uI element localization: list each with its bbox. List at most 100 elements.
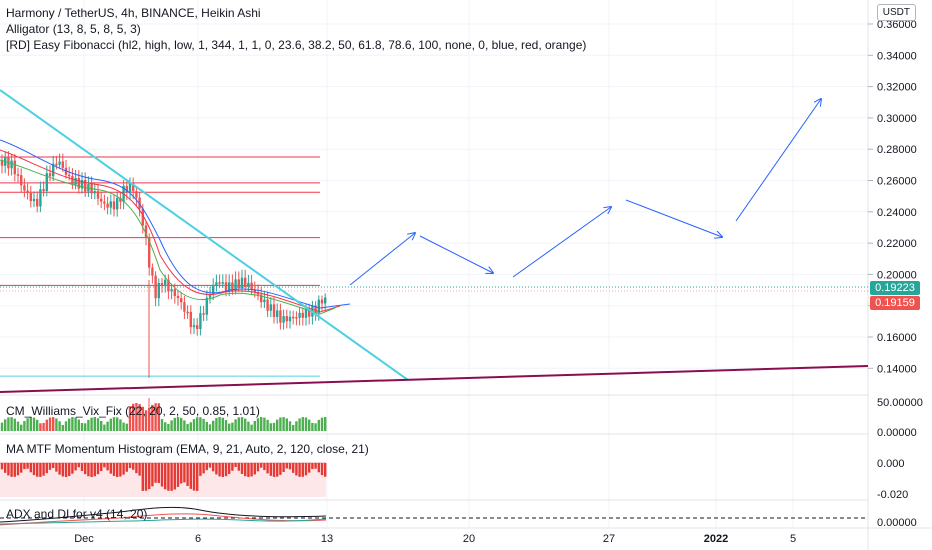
vix-pane: 50.00000 0.00000 — [0, 397, 923, 439]
mtf-bar — [260, 463, 263, 468]
candle-body — [26, 190, 29, 194]
vix-bar — [247, 421, 250, 431]
adx-pane: 0.00000 — [0, 506, 917, 529]
candle-body — [23, 185, 26, 191]
mtf-bar — [263, 463, 266, 471]
vix-bar — [279, 417, 282, 431]
mtf-pane-title[interactable]: MA MTF Momentum Histogram (EMA, 9, 21, A… — [6, 442, 369, 456]
mtf-bar — [71, 463, 74, 474]
candle-body — [250, 282, 253, 290]
adx-tick-label: 0.00000 — [877, 517, 917, 529]
candle-body — [84, 180, 87, 192]
candle-body — [52, 163, 55, 177]
vix-bar — [29, 417, 32, 431]
last-price-badge: 0.19223 — [870, 281, 920, 295]
mtf-bar — [266, 463, 269, 474]
candle-body — [253, 289, 256, 293]
vix-bar — [90, 417, 93, 431]
vix-bar — [32, 417, 36, 431]
candle-body — [167, 279, 170, 292]
vix-bar — [61, 424, 64, 431]
candle-body — [298, 312, 301, 318]
date-tick-label: 20 — [463, 533, 475, 545]
candle-body — [282, 316, 285, 323]
candle-body — [45, 173, 48, 191]
vix-bar — [96, 418, 100, 431]
vix-bar — [311, 422, 314, 431]
candle-body — [48, 173, 52, 177]
candle-body — [170, 289, 173, 292]
vix-bar — [301, 417, 304, 431]
vix-bar — [228, 423, 231, 431]
price-tick-label: 0.24000 — [877, 207, 917, 219]
mtf-bar — [100, 463, 103, 472]
vix-bar — [48, 417, 52, 431]
price-axis: 0.36000 0.34000 0.32000 0.30000 0.28000 0.260… — [868, 19, 917, 375]
vix-bar — [100, 420, 103, 431]
alligator-legend[interactable]: Alligator (13, 8, 5, 8, 5, 3) — [6, 22, 141, 36]
vix-bar — [144, 410, 148, 431]
mtf-bar — [87, 463, 90, 477]
candle-body — [77, 177, 80, 189]
mtf-bar — [39, 463, 42, 477]
vix-bar — [186, 423, 189, 431]
vix-bar — [314, 423, 317, 431]
candle-body — [317, 299, 320, 313]
candle-body — [16, 174, 20, 176]
candle-body — [285, 316, 288, 322]
candle-body — [234, 279, 237, 291]
vix-pane-title[interactable]: CM_Williams_Vix_Fix (22, 20, 2, 50, 0.85… — [6, 404, 260, 418]
date-tick-label: 6 — [195, 533, 201, 545]
candle-body — [199, 313, 202, 329]
candle-body — [173, 289, 176, 296]
vix-bar — [77, 419, 80, 431]
candle-body — [218, 282, 221, 284]
candle-body — [295, 317, 298, 319]
candle-body — [119, 197, 122, 202]
vix-bar — [160, 419, 164, 431]
candle-body — [269, 304, 272, 311]
mtf-bar — [23, 463, 26, 470]
mtf-bar — [141, 463, 144, 491]
vix-bar — [298, 418, 301, 431]
mtf-bar — [183, 463, 186, 483]
mtf-bar — [20, 463, 23, 473]
candle-body — [112, 201, 116, 210]
mtf-bar — [295, 463, 298, 476]
vix-bar — [199, 417, 202, 431]
price-tick-label: 0.14000 — [877, 363, 917, 375]
mtf-bar — [80, 463, 84, 472]
mtf-bar — [308, 463, 311, 473]
candle-body — [205, 297, 208, 315]
mtf-bar — [154, 463, 157, 483]
vix-bar — [205, 421, 208, 431]
price-tick-label: 0.36000 — [877, 19, 917, 31]
mtf-bar — [103, 463, 106, 468]
candle-body — [71, 176, 74, 185]
candle-body — [109, 201, 112, 208]
mtf-bar — [285, 463, 288, 469]
di-plus-line — [0, 518, 327, 525]
vix-bar — [26, 418, 29, 431]
vix-bar — [55, 418, 58, 431]
mtf-bar — [77, 463, 80, 468]
candle-body — [106, 203, 109, 208]
mtf-bar — [221, 463, 224, 477]
candle-body — [116, 197, 119, 210]
vix-bar — [39, 423, 42, 431]
candle-body — [148, 237, 151, 268]
mtf-bar — [55, 463, 58, 472]
mtf-bar — [64, 463, 68, 477]
mtf-bar — [244, 463, 247, 477]
candle-body — [208, 294, 212, 298]
adx-pane-title[interactable]: ADX and DI for v4 (14, 20) — [6, 507, 148, 521]
candle-body — [183, 302, 186, 312]
vix-bar — [288, 421, 292, 431]
candle-body — [324, 297, 327, 304]
currency-label[interactable]: USDT — [876, 4, 916, 21]
candle-body — [240, 277, 244, 289]
fibonacci-legend[interactable]: [RD] Easy Fibonacci (hl2, high, low, 1, … — [6, 38, 587, 52]
candle-body — [93, 191, 96, 194]
mtf-bar — [128, 463, 132, 469]
